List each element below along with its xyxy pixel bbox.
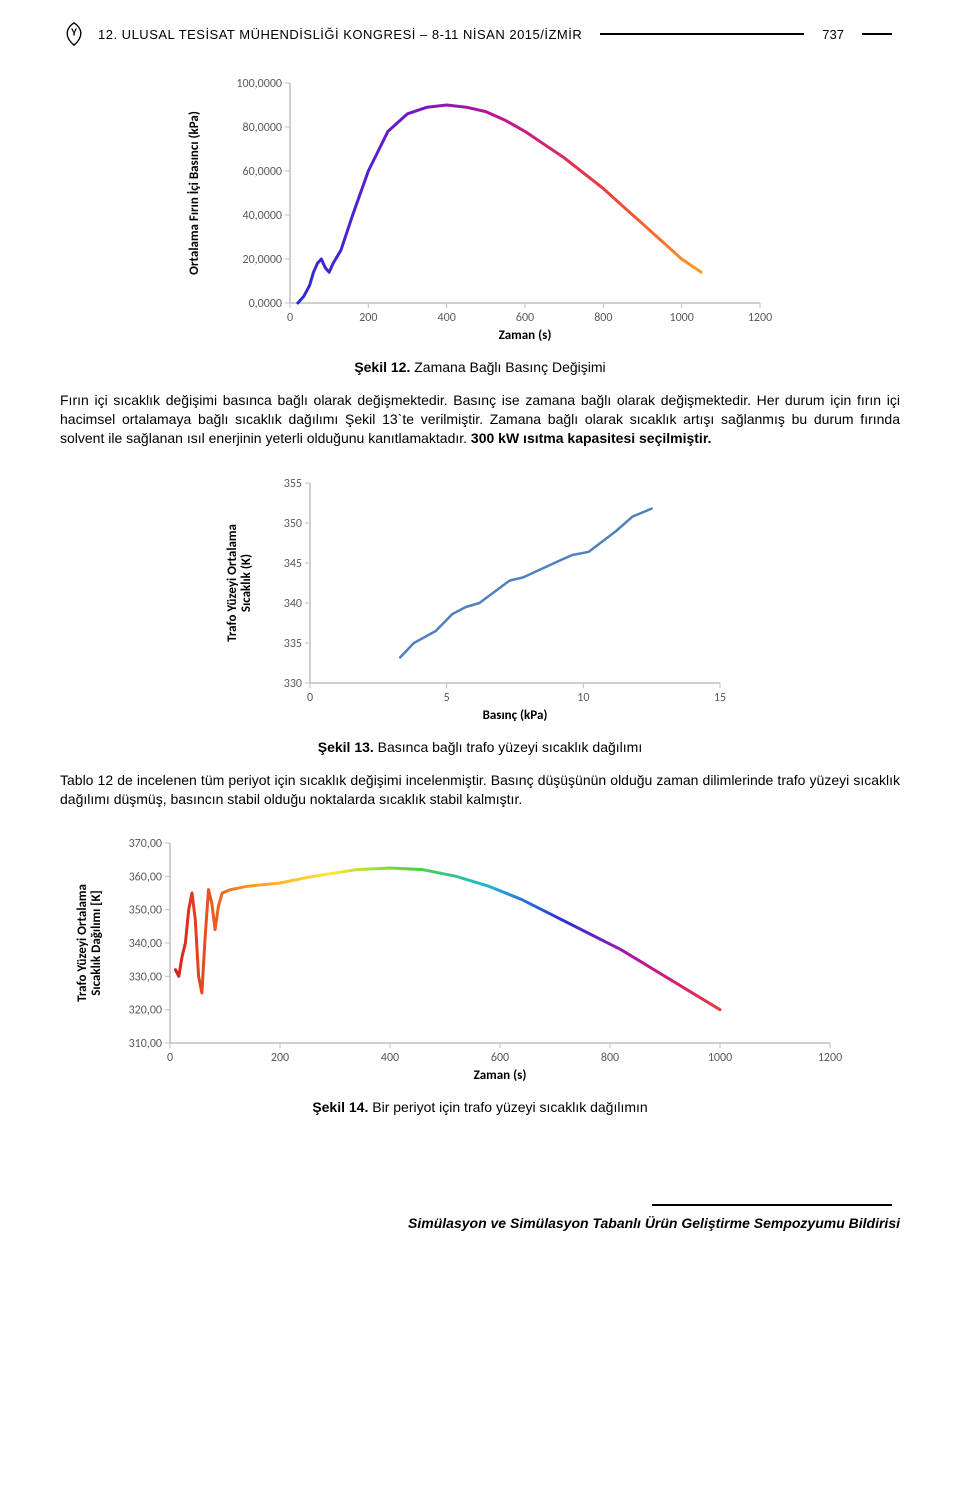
svg-text:340: 340 — [284, 597, 302, 611]
caption-13-text: Basınca bağlı trafo yüzeyi sıcaklık dağı… — [374, 739, 642, 755]
page-footer: Simülasyon ve Simülasyon Tabanlı Ürün Ge… — [60, 1195, 900, 1231]
svg-text:320,00: 320,00 — [129, 1004, 162, 1018]
svg-text:600: 600 — [491, 1051, 509, 1065]
svg-text:20,0000: 20,0000 — [243, 253, 283, 267]
svg-text:800: 800 — [594, 311, 612, 325]
paragraph-1: Fırın içi sıcaklık değişimi basınca bağl… — [60, 391, 900, 448]
svg-text:400: 400 — [381, 1051, 399, 1065]
svg-text:100,0000: 100,0000 — [236, 77, 282, 91]
caption-14: Şekil 14. Bir periyot için trafo yüzeyi … — [60, 1099, 900, 1115]
svg-text:60,0000: 60,0000 — [243, 165, 283, 179]
svg-text:350,00: 350,00 — [129, 904, 162, 918]
paragraph-2: Tablo 12 de incelenen tüm periyot için s… — [60, 771, 900, 809]
svg-text:0: 0 — [167, 1051, 173, 1065]
caption-13: Şekil 13. Basınca bağlı trafo yüzeyi sıc… — [60, 739, 900, 755]
svg-text:Zaman (s): Zaman (s) — [474, 1068, 527, 1083]
svg-text:Y: Y — [70, 25, 77, 39]
svg-text:10: 10 — [577, 691, 589, 705]
svg-text:Basınç (kPa): Basınç (kPa) — [483, 708, 548, 723]
svg-text:0: 0 — [287, 311, 293, 325]
figure-13: 330 335 340 345 350 355 0 5 10 15 Basınç (kPa) Traf… — [60, 468, 900, 731]
svg-text:0,0000: 0,0000 — [249, 297, 282, 311]
svg-text:350: 350 — [284, 517, 302, 531]
svg-text:400: 400 — [438, 311, 456, 325]
caption-13-label: Şekil 13. — [318, 739, 374, 755]
page-number: 737 — [822, 27, 844, 42]
figure-14: 310,00 320,00 330,00 340,00 350,00 360,00 370,… — [70, 828, 900, 1091]
figure-12: 0,0000 20,0000 40,0000 60,0000 80,0000 100,00… — [60, 68, 900, 351]
caption-12: Şekil 12. Zamana Bağlı Basınç Değişimi — [60, 359, 900, 375]
svg-text:Trafo Yüzeyi Ortalama: Trafo Yüzeyi Ortalama — [75, 885, 90, 1003]
svg-text:355: 355 — [284, 477, 302, 491]
svg-text:1200: 1200 — [748, 311, 772, 325]
caption-14-label: Şekil 14. — [312, 1099, 368, 1115]
svg-text:370,00: 370,00 — [129, 837, 162, 851]
svg-text:330,00: 330,00 — [129, 971, 162, 985]
svg-text:Zaman (s): Zaman (s) — [499, 328, 552, 343]
header-rule — [600, 33, 804, 35]
svg-text:5: 5 — [444, 691, 450, 705]
svg-text:330: 330 — [284, 677, 302, 691]
svg-text:800: 800 — [601, 1051, 619, 1065]
svg-text:345: 345 — [284, 557, 302, 571]
svg-text:1200: 1200 — [818, 1051, 842, 1065]
svg-text:360,00: 360,00 — [129, 871, 162, 885]
svg-text:200: 200 — [359, 311, 377, 325]
footer-text: Simülasyon ve Simülasyon Tabanlı Ürün Ge… — [60, 1215, 900, 1231]
svg-text:Trafo Yüzeyi Ortalama: Trafo Yüzeyi Ortalama — [225, 524, 240, 642]
page-header: Y 12. ULUSAL TESİSAT MÜHENDİSLİĞİ KONGRE… — [60, 20, 900, 48]
svg-text:600: 600 — [516, 311, 534, 325]
svg-text:80,0000: 80,0000 — [243, 121, 283, 135]
svg-text:Ortalama Fırın İçi Basıncı (kP: Ortalama Fırın İçi Basıncı (kPa) — [186, 111, 202, 275]
svg-text:310,00: 310,00 — [129, 1037, 162, 1051]
svg-text:1000: 1000 — [670, 311, 694, 325]
svg-text:200: 200 — [271, 1051, 289, 1065]
caption-14-text: Bir periyot için trafo yüzeyi sıcaklık d… — [368, 1099, 647, 1115]
header-rule-right — [862, 33, 892, 35]
caption-12-text: Zamana Bağlı Basınç Değişimi — [410, 359, 605, 375]
paragraph-1-bold: 300 kW ısıtma kapasitesi seçilmiştir. — [471, 430, 711, 446]
header-title: 12. ULUSAL TESİSAT MÜHENDİSLİĞİ KONGRESİ… — [98, 27, 582, 42]
svg-text:0: 0 — [307, 691, 313, 705]
svg-text:Sıcaklık (K): Sıcaklık (K) — [239, 554, 254, 612]
svg-text:340,00: 340,00 — [129, 937, 162, 951]
logo-icon: Y — [60, 20, 88, 48]
footer-rule — [652, 1204, 892, 1206]
svg-text:40,0000: 40,0000 — [243, 209, 283, 223]
svg-text:335: 335 — [284, 637, 302, 651]
svg-text:15: 15 — [714, 691, 726, 705]
svg-text:Sıcaklık Dağılımı [K]: Sıcaklık Dağılımı [K] — [89, 891, 104, 997]
svg-text:1000: 1000 — [708, 1051, 732, 1065]
caption-12-label: Şekil 12. — [354, 359, 410, 375]
